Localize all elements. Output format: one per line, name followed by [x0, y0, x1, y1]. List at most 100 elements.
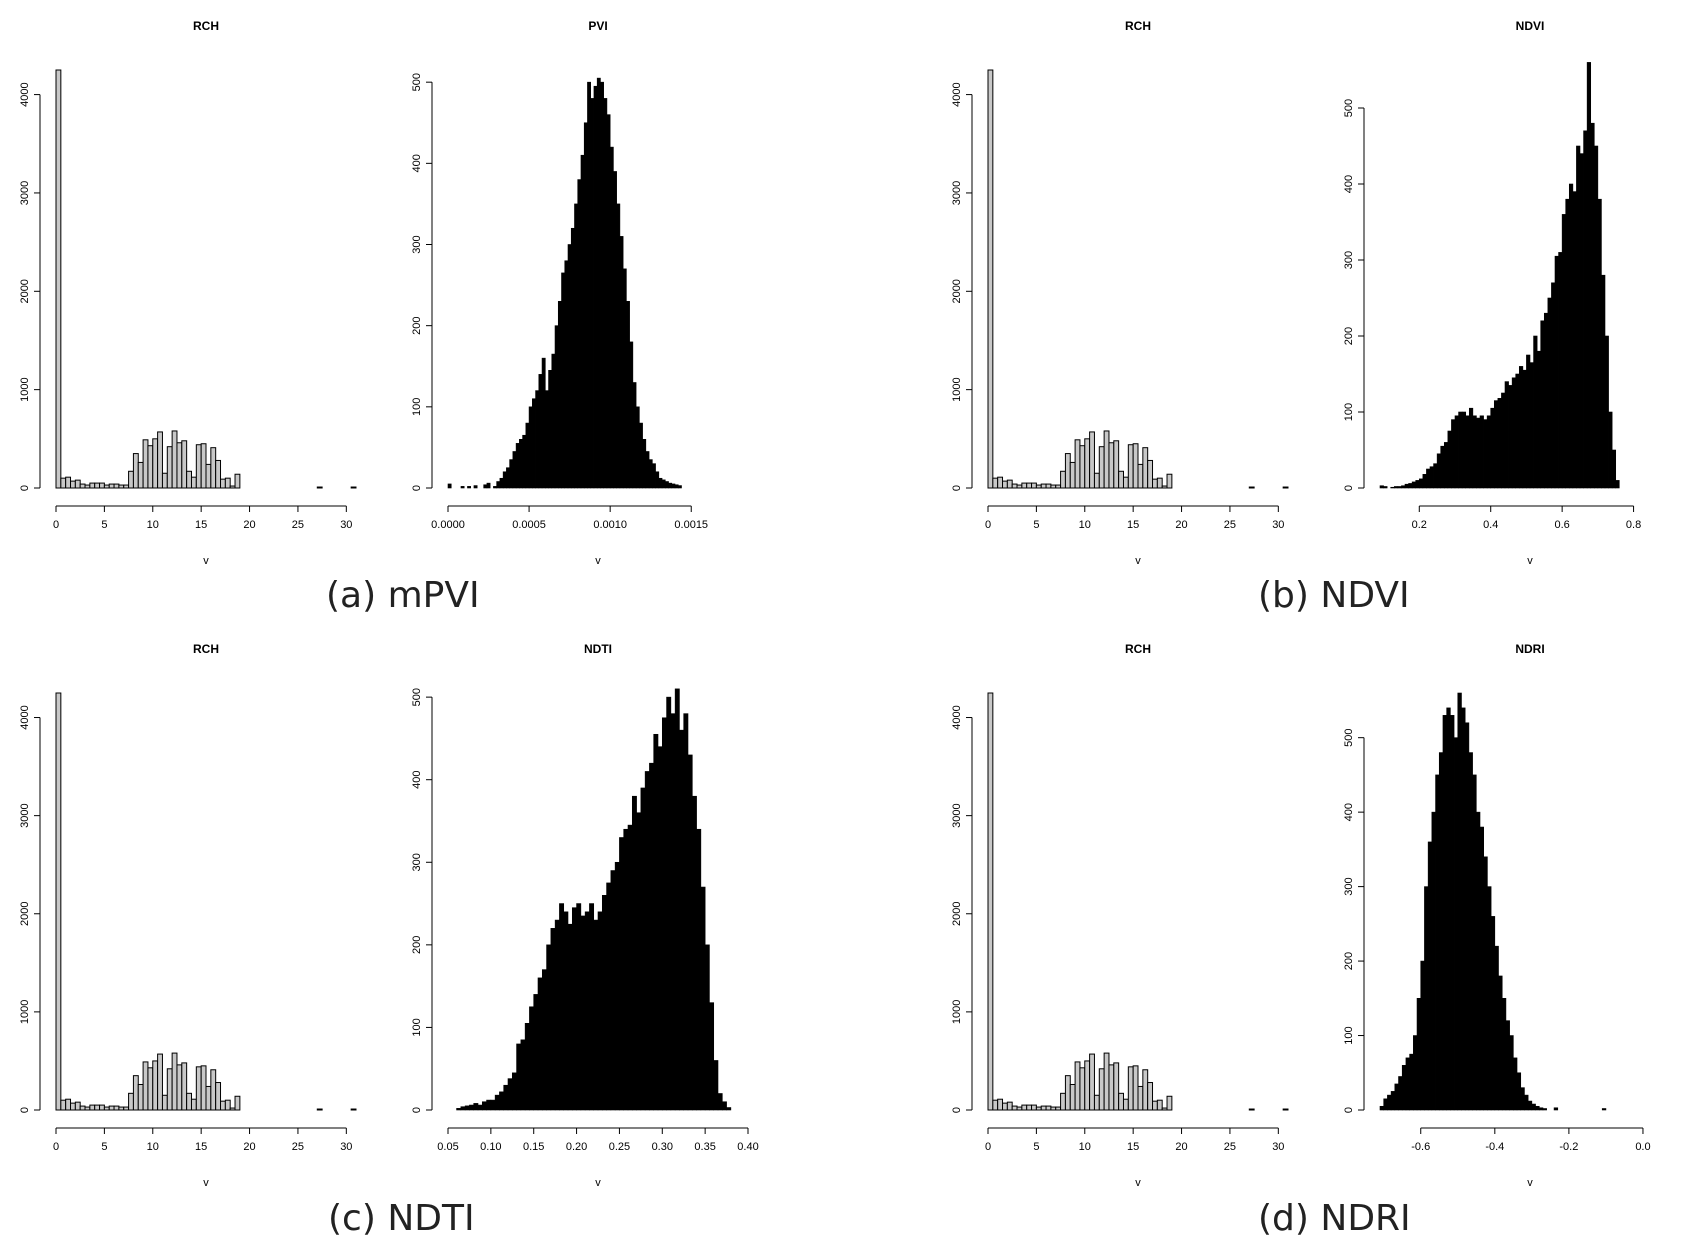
- histogram-bar: [537, 977, 543, 1111]
- y-tick-label: 300: [411, 853, 423, 871]
- y-tick-label: 200: [1343, 952, 1355, 970]
- histogram-bar: [142, 1061, 149, 1111]
- histogram-bar: [640, 787, 646, 1111]
- x-tick-label: 0.0000: [431, 519, 465, 531]
- histogram-bar: [1026, 1104, 1033, 1111]
- histogram-bar: [541, 969, 547, 1111]
- histogram-bar: [1524, 1094, 1529, 1111]
- histogram-bar: [1601, 1108, 1607, 1111]
- histogram-bar: [561, 272, 566, 489]
- y-tick-label: 100: [1343, 403, 1355, 421]
- histogram-bar: [613, 171, 617, 489]
- histogram-bar: [1011, 1105, 1018, 1111]
- histogram-bar: [1522, 369, 1527, 489]
- histogram-bar: [171, 1052, 178, 1111]
- x-tick-label: 0.4: [1483, 519, 1498, 531]
- x-tick-label: 10: [1079, 1141, 1091, 1153]
- histogram-bar: [1079, 1067, 1086, 1111]
- histogram-panel-d-rch: RCH 0 5 10 15 20 25 30 v 0 1000 2000 3000 4000: [951, 642, 1289, 1189]
- histogram-bar: [648, 459, 653, 489]
- histogram-bar: [1098, 446, 1105, 489]
- histogram-bar: [554, 919, 560, 1111]
- histogram-bar: [486, 1099, 492, 1111]
- y-tick-label: 4000: [19, 82, 31, 106]
- histogram-bar: [1405, 1057, 1410, 1111]
- x-tick-label: 15: [1127, 519, 1139, 531]
- histogram-bar: [1531, 1103, 1536, 1111]
- histogram-bar: [1040, 1105, 1047, 1111]
- x-tick-label: 0.6: [1554, 519, 1569, 531]
- histogram-bar: [584, 911, 590, 1111]
- y-tick-label: 300: [411, 235, 423, 253]
- histogram-bar: [564, 260, 569, 489]
- x-tick-label: 0.10: [480, 1141, 501, 1153]
- histogram-bar: [1379, 1105, 1385, 1111]
- histogram-panel-c-ndti: NDTI 0.05 0.10 0.15 0.20 0.25 0.30 0.35 0.40 v 0 10…: [411, 642, 759, 1189]
- x-tick-label: 0.0: [1635, 1141, 1650, 1153]
- histogram-bar: [1016, 484, 1023, 489]
- histogram-bar: [1483, 419, 1488, 489]
- y-tick-label: 100: [1343, 1026, 1355, 1044]
- histogram-bar: [1520, 1087, 1525, 1111]
- histogram-bar: [460, 486, 465, 489]
- histogram-bar: [128, 470, 134, 489]
- histogram-bar: [1055, 1106, 1062, 1111]
- histogram-bar: [726, 1107, 732, 1111]
- histogram-bar: [551, 353, 556, 489]
- histogram-bar: [1064, 453, 1071, 489]
- histogram-bar: [1505, 1020, 1510, 1111]
- histogram-bar: [157, 431, 163, 489]
- y-tick-label: 200: [1343, 327, 1355, 345]
- histogram-bar: [1127, 444, 1134, 489]
- histogram-bar: [992, 1099, 999, 1111]
- histogram-bar: [1464, 722, 1470, 1111]
- histogram-bar: [528, 406, 533, 489]
- histogram-bar: [580, 154, 585, 489]
- histogram-bar: [467, 486, 471, 489]
- histogram-bar: [89, 482, 96, 489]
- histogram-bar: [486, 482, 491, 489]
- histogram-bar: [516, 1043, 522, 1111]
- x-tick-label: 15: [1127, 1141, 1139, 1153]
- x-tick-label: 30: [1272, 519, 1284, 531]
- histogram-bar: [1604, 335, 1609, 489]
- histogram-bar: [1089, 1053, 1095, 1111]
- histogram-bar: [200, 443, 207, 489]
- histogram-bar: [671, 483, 676, 489]
- histogram-bar: [1045, 483, 1052, 489]
- histogram-bar: [1394, 1083, 1399, 1111]
- x-tick-label: 0: [53, 519, 59, 531]
- histogram-bar: [1468, 752, 1473, 1111]
- histogram-bar: [550, 928, 556, 1111]
- y-tick-label: 2000: [19, 902, 31, 926]
- histogram-bar: [1035, 1106, 1042, 1111]
- histogram-bar: [563, 911, 569, 1111]
- x-tick-label: 10: [147, 1141, 159, 1153]
- histogram-bar: [529, 1006, 535, 1111]
- histogram-bar: [147, 445, 154, 489]
- x-tick-label: 0.0010: [593, 519, 627, 531]
- x-tick-label: 25: [292, 519, 304, 531]
- x-tick-label: 15: [195, 1141, 207, 1153]
- histogram-bar: [713, 1060, 719, 1111]
- chart-title: RCH: [1125, 642, 1151, 656]
- histogram-bar: [554, 325, 559, 489]
- histogram-bar: [224, 477, 231, 489]
- histogram-bar: [1501, 392, 1506, 489]
- histogram-bar: [1390, 486, 1395, 489]
- histogram-bar: [103, 484, 110, 489]
- histogram-bar: [1453, 737, 1459, 1111]
- histogram-bar: [1615, 480, 1620, 489]
- histogram-bar: [1137, 463, 1144, 489]
- histogram-bar: [60, 1099, 67, 1111]
- histogram-bar: [166, 446, 173, 489]
- histogram-bar: [1069, 461, 1076, 489]
- histogram-bar: [1413, 1035, 1418, 1111]
- histogram-bar: [473, 485, 478, 489]
- chart-title: RCH: [193, 19, 219, 33]
- histogram-bar: [1152, 478, 1158, 489]
- histogram-bar: [1440, 445, 1445, 489]
- histogram-bar: [1497, 398, 1502, 489]
- histogram-bar: [94, 482, 101, 489]
- histogram-bar: [721, 1101, 727, 1111]
